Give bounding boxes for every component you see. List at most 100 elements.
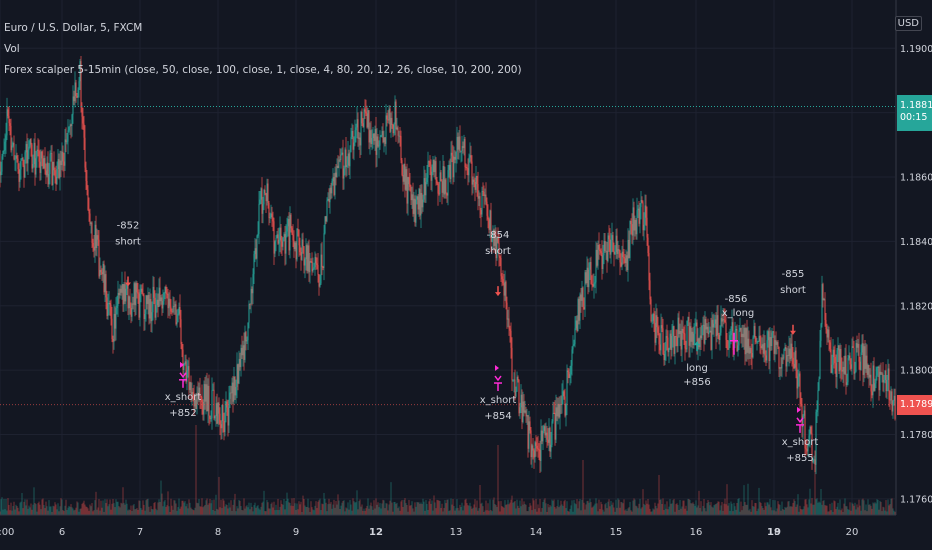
volume-bar: [833, 500, 835, 515]
candle-body: [17, 158, 19, 170]
volume-bar: [32, 504, 34, 515]
volume-bar: [887, 499, 889, 515]
volume-legend[interactable]: Vol: [4, 43, 20, 55]
candle-body: [183, 364, 185, 370]
candle-body: [649, 280, 651, 300]
candle-body: [281, 241, 283, 247]
volume-bar: [226, 505, 228, 515]
candle-body: [510, 330, 512, 348]
candle-body: [262, 204, 264, 214]
volume-bar: [854, 502, 856, 515]
candle-body: [221, 404, 223, 429]
volume-bar: [711, 506, 713, 515]
volume-bar: [14, 509, 16, 515]
time-axis-panel[interactable]: [0, 515, 932, 550]
volume-bar: [348, 509, 350, 515]
candle-body: [801, 404, 803, 428]
candle-body: [516, 376, 518, 392]
candle-body: [217, 402, 219, 424]
currency-label[interactable]: USD: [894, 16, 922, 31]
indicator-legend[interactable]: Forex scalper 5-15min (close, 50, close,…: [4, 64, 522, 76]
candle-body: [235, 387, 237, 396]
symbol-legend[interactable]: Euro / U.S. Dollar, 5, FXCM: [4, 22, 143, 34]
candle-body: [87, 189, 89, 210]
volume-bar: [256, 506, 258, 515]
volume-bar: [248, 502, 250, 515]
candle-body: [317, 265, 319, 275]
volume-bar: [443, 507, 445, 515]
candle-body: [144, 314, 146, 320]
volume-bar: [719, 510, 721, 515]
candle-body: [267, 183, 269, 203]
candle-body: [155, 305, 157, 318]
volume-bar: [867, 499, 869, 515]
candle-body: [59, 160, 61, 178]
candle-body: [464, 138, 466, 168]
volume-bar: [864, 510, 866, 515]
candle-body: [30, 138, 32, 145]
candle-body: [478, 196, 480, 199]
candle-body: [641, 199, 643, 203]
candle-body: [543, 426, 545, 431]
candle-body: [380, 135, 382, 137]
candle-body: [463, 138, 465, 148]
volume-bar: [356, 490, 358, 515]
volume-bar: [863, 500, 865, 515]
candle-body: [201, 396, 203, 402]
volume-bar: [631, 511, 633, 515]
volume-bar: [133, 504, 135, 515]
candle-body: [582, 287, 584, 308]
volume-bar: [497, 445, 499, 515]
candle-body: [192, 391, 194, 397]
candle-body: [873, 365, 875, 391]
candle-body: [747, 338, 749, 353]
volume-bar: [49, 506, 51, 515]
candle-body: [875, 375, 877, 384]
volume-bar: [351, 510, 353, 515]
volume-bar: [65, 499, 67, 515]
volume-bar: [549, 505, 551, 515]
candle-body: [749, 347, 751, 354]
candle-body: [819, 340, 821, 379]
volume-bar: [851, 502, 853, 515]
candle-body: [836, 350, 838, 378]
volume-bar: [676, 503, 678, 515]
candle-body: [312, 268, 314, 272]
candle-body: [23, 165, 25, 178]
candle-body: [74, 82, 76, 102]
volume-bar: [622, 503, 624, 515]
candle-body: [526, 415, 528, 417]
volume-bar: [576, 499, 578, 515]
candle-body: [175, 304, 177, 325]
candle-body: [243, 345, 245, 360]
volume-bar: [396, 502, 398, 515]
volume-bar: [154, 502, 156, 515]
volume-bar: [695, 500, 697, 515]
volume-bar: [648, 504, 650, 515]
candle-body: [863, 346, 865, 375]
candle-body: [70, 124, 72, 127]
volume-bar: [202, 507, 204, 515]
price-tick-label: 1.17800: [900, 430, 932, 441]
volume-bar: [780, 510, 782, 515]
volume-bar: [177, 507, 179, 515]
volume-bar: [810, 503, 812, 515]
volume-bar: [338, 500, 340, 515]
candle-body: [699, 335, 701, 348]
candle-body: [813, 459, 815, 461]
volume-bar: [757, 508, 759, 515]
candle-body: [754, 326, 756, 337]
candle-body: [445, 179, 447, 194]
volume-bar: [274, 510, 276, 515]
candle-body: [844, 355, 846, 374]
trade-entry-type: short: [485, 246, 511, 257]
candle-body: [375, 129, 377, 155]
volume-bar: [325, 502, 327, 515]
volume-bar: [674, 511, 676, 515]
candle-body: [688, 317, 690, 346]
volume-bar: [273, 501, 275, 515]
candle-body: [467, 168, 469, 176]
volume-bar: [255, 507, 257, 515]
price-axis-panel[interactable]: [896, 0, 932, 515]
